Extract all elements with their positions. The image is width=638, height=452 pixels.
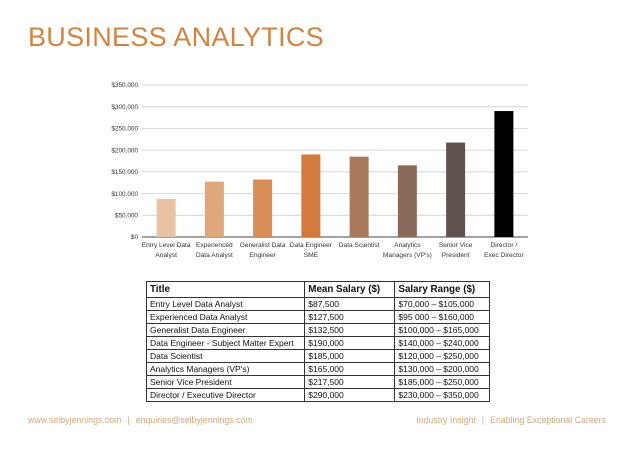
x-tick-label-line: Generalist Data [240,242,286,249]
tagline-industry-insight: Industry Insight [416,415,476,425]
x-tick-label-line: Director / [491,242,518,249]
chart-bar [204,181,224,237]
footer-separator: | [127,415,130,425]
table-cell-range: $100,000 – $165,000 [394,323,490,337]
chart-gridlines [142,84,528,238]
chart-bar [349,156,369,237]
table-row: Data Scientist $185,000 $120,000 – $250,… [145,349,490,363]
x-tick-label-line: Exec Director [484,252,524,259]
email-link[interactable]: enquiries@selbyjennings.com [135,415,253,425]
table-cell-range: $95 000 – $160,000 [394,310,490,324]
table-header-title: Title [145,281,306,298]
y-tick-label: $250,000 [111,126,138,133]
y-tick-label: $300,000 [111,104,138,111]
footer-contact: www.selbyjennings.com | enquiries@selbyjen… [28,415,253,425]
website-link[interactable]: www.selbyjennings.com [28,415,122,425]
table-cell-mean: $165,000 [304,362,396,376]
x-axis-category-labels: Entry Level Data Analyst Experienced Data A… [142,242,525,259]
chart-bar [156,199,176,237]
x-tick-label-line: President [442,252,470,259]
x-tick-label-line: Data Engineer [290,242,333,249]
x-tick-label: Entry Level Data Analyst [142,242,191,259]
x-tick-label-line: Engineer [249,252,276,259]
chart-bar [301,154,321,237]
x-tick-label-line: Data Analyst [196,252,233,259]
table-row: Senior Vice President $217,500 $185,000 … [145,375,490,389]
chart-bar [253,179,273,237]
table-cell-title: Entry Level Data Analyst [145,297,306,311]
table-cell-title: Experienced Data Analyst [145,310,306,324]
x-tick-label: Director / Exec Director [484,242,524,259]
table-cell-range: $230,000 – $350,000 [394,388,490,402]
table-row: Generalist Data Engineer $132,500 $100,0… [145,323,490,337]
y-tick-label: $100,000 [111,191,138,198]
table-cell-title: Director / Executive Director [145,388,306,402]
x-tick-label-line: SME [304,252,319,259]
x-tick-label: Data Scientist [339,242,380,249]
x-tick-label-line: Analytics [394,242,421,249]
table-cell-title: Data Scientist [145,349,306,363]
table-row: Director / Executive Director $290,000 $… [145,388,490,402]
chart-bar [397,165,417,237]
table-cell-range: $130,000 – $200,000 [394,362,490,376]
table-header-row: Title Mean Salary ($) Salary Range ($) [145,281,490,298]
table-header-mean-salary: Mean Salary ($) [304,281,396,298]
table-header-salary-range: Salary Range ($) [394,281,490,298]
y-tick-label: $200,000 [111,147,138,154]
tagline-enabling-careers: Enabling Exceptional Careers [490,415,606,425]
table-row: Entry Level Data Analyst $87,500 $70,000… [145,297,490,311]
table-cell-mean: $185,000 [304,349,396,363]
y-tick-label: $350,000 [111,82,138,89]
x-tick-label: Data Engineer SME [290,242,333,259]
x-tick-label-line: Entry Level Data [142,242,191,249]
table-cell-title: Analytics Managers (VP's) [145,362,306,376]
x-tick-label-line: Experienced [196,242,233,249]
table-cell-mean: $87,500 [304,297,396,311]
footer-separator: | [481,415,485,425]
y-tick-label: $50,000 [115,212,139,219]
table-cell-title: Generalist Data Engineer [145,323,306,337]
x-tick-label: Analytics Managers (VP's) [383,242,432,259]
table-cell-title: Senior Vice President [145,375,306,389]
table-cell-mean: $290,000 [304,388,396,402]
chart-bar [446,142,466,237]
table-row: Data Engineer - Subject Matter Expert $1… [145,336,490,350]
x-tick-label-line: Data Scientist [339,242,380,249]
chart-bar [494,111,514,237]
x-tick-label: Senior Vice President [439,242,473,259]
y-axis-tick-labels: $0 $50,000 $100,000 $150,000 $200,000 $250,00… [111,82,138,241]
x-tick-label: Generalist Data Engineer [240,242,286,259]
y-tick-label: $0 [131,234,139,241]
table-cell-mean: $127,500 [304,310,396,324]
table-cell-range: $120,000 – $250,000 [394,349,490,363]
table-cell-range: $70,000 – $105,000 [394,297,490,311]
table-cell-range: $140,000 – $240,000 [394,336,490,350]
page-title: BUSINESS ANALYTICS [28,22,324,52]
table-row: Experienced Data Analyst $127,500 $95 00… [145,310,490,324]
table-row: Analytics Managers (VP's) $165,000 $130,… [145,362,490,376]
x-tick-label-line: Managers (VP's) [383,252,432,259]
salary-bar-chart: $0 $50,000 $100,000 $150,000 $200,000 $250,00… [111,82,528,259]
x-tick-label-line: Analyst [155,252,177,259]
y-tick-label: $150,000 [111,169,138,176]
table-cell-mean: $132,500 [304,323,396,337]
table-cell-mean: $190,000 [304,336,396,350]
x-tick-label-line: Senior Vice [439,242,473,249]
chart-bars [156,111,514,237]
salary-table: Title Mean Salary ($) Salary Range ($) E… [145,281,490,402]
table-cell-range: $185,000 – $250,000 [394,375,490,389]
footer-tagline: Industry Insight | Enabling Exceptional Ca… [416,415,606,425]
table-cell-mean: $217,500 [304,375,396,389]
x-tick-label: Experienced Data Analyst [196,242,233,259]
table-cell-title: Data Engineer - Subject Matter Expert [145,336,306,350]
